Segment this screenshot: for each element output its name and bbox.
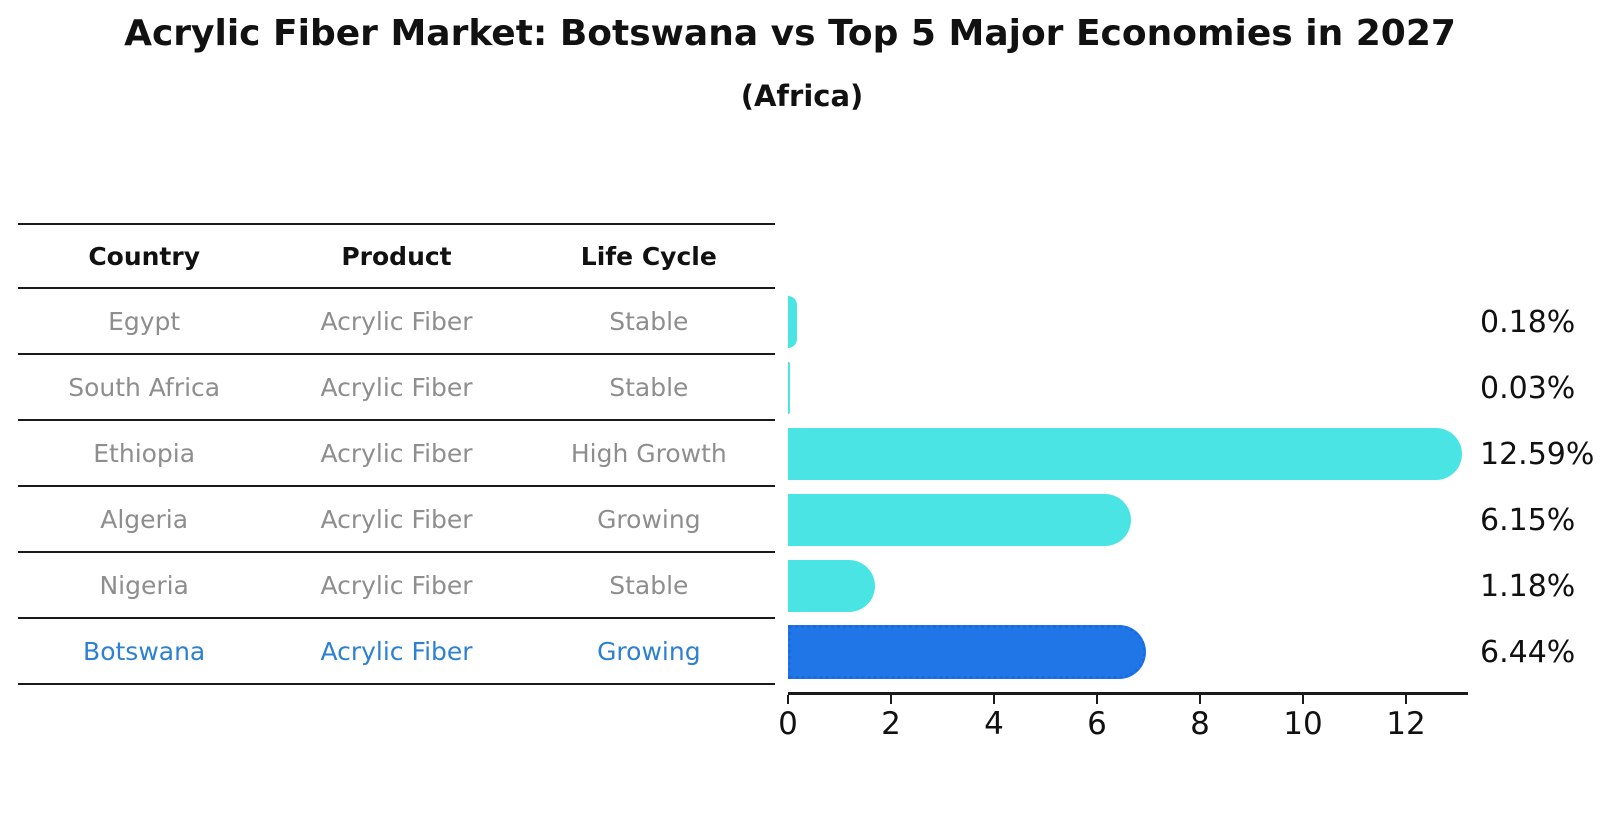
cell-life-cycle: Stable — [609, 570, 689, 600]
cell-product: Acrylic Fiber — [320, 306, 473, 336]
bar-ethiopia — [788, 428, 1463, 480]
value-label-egypt: 0.18% — [1480, 304, 1576, 340]
x-tick-2 — [890, 695, 892, 704]
bar-nigeria — [788, 560, 875, 612]
cell-product: Acrylic Fiber — [320, 438, 473, 468]
cell-product: Acrylic Fiber — [320, 570, 473, 600]
value-label-south-africa: 0.03% — [1480, 370, 1576, 406]
x-tick-label-8: 8 — [1190, 706, 1210, 742]
cell-country: Egypt — [108, 306, 181, 336]
x-tick-10 — [1302, 695, 1304, 704]
cell-life-cycle: Growing — [597, 636, 701, 666]
x-tick-label-4: 4 — [984, 706, 1004, 742]
table-row-botswana: Botswana Acrylic Fiber Growing — [18, 619, 775, 685]
cell-life-cycle: High Growth — [570, 438, 727, 468]
cell-life-cycle: Growing — [597, 504, 701, 534]
bar-row-botswana — [788, 619, 1468, 685]
cell-product: Acrylic Fiber — [320, 636, 473, 666]
table-row-ethiopia: Ethiopia Acrylic Fiber High Growth — [18, 421, 775, 487]
header-life-cycle: Life Cycle — [580, 241, 717, 271]
header-country: Country — [88, 241, 201, 271]
value-label-ethiopia: 12.59% — [1480, 436, 1595, 472]
x-tick-label-10: 10 — [1283, 706, 1323, 742]
bar-row-nigeria — [788, 553, 1468, 619]
x-tick-label-6: 6 — [1087, 706, 1107, 742]
cell-country: South Africa — [68, 372, 221, 402]
table-row-south-africa: South Africa Acrylic Fiber Stable — [18, 355, 775, 421]
x-tick-8 — [1199, 695, 1201, 704]
bar-algeria — [788, 494, 1131, 546]
bar-egypt — [788, 296, 798, 348]
x-tick-label-12: 12 — [1386, 706, 1426, 742]
x-tick-0 — [787, 695, 789, 704]
value-labels: 0.18% 0.03% 12.59% 6.15% 1.18% 6.44% — [1480, 289, 1594, 685]
x-tick-6 — [1096, 695, 1098, 704]
cell-country: Botswana — [83, 636, 206, 666]
bar-row-south-africa — [788, 355, 1468, 421]
x-tick-4 — [993, 695, 995, 704]
value-label-nigeria: 1.18% — [1480, 568, 1576, 604]
table-header-row: Country Product Life Cycle — [18, 223, 775, 289]
x-axis-line — [788, 692, 1468, 695]
cell-country: Algeria — [100, 504, 189, 534]
country-table: Country Product Life Cycle Egypt Acrylic … — [18, 223, 775, 685]
bar-south-africa — [788, 362, 790, 414]
x-axis: 0 2 4 6 8 10 12 — [778, 692, 1468, 752]
bar-row-algeria — [788, 487, 1468, 553]
cell-country: Nigeria — [99, 570, 189, 600]
bar-row-ethiopia — [788, 421, 1468, 487]
chart-title: Acrylic Fiber Market: Botswana vs Top 5 … — [124, 13, 1456, 54]
x-tick-12 — [1405, 695, 1407, 704]
cell-country: Ethiopia — [93, 438, 196, 468]
x-tick-label-0: 0 — [778, 706, 798, 742]
table-row-algeria: Algeria Acrylic Fiber Growing — [18, 487, 775, 553]
header-product: Product — [341, 241, 452, 271]
chart-subtitle: (Africa) — [740, 79, 864, 113]
cell-life-cycle: Stable — [609, 372, 689, 402]
value-label-algeria: 6.15% — [1480, 502, 1576, 538]
cell-product: Acrylic Fiber — [320, 372, 473, 402]
table-row-nigeria: Nigeria Acrylic Fiber Stable — [18, 553, 775, 619]
bar-botswana — [788, 625, 1146, 679]
x-tick-label-2: 2 — [881, 706, 901, 742]
cell-life-cycle: Stable — [609, 306, 689, 336]
bar-row-egypt — [788, 289, 1468, 355]
cell-product: Acrylic Fiber — [320, 504, 473, 534]
bar-chart — [788, 289, 1468, 685]
table-row-egypt: Egypt Acrylic Fiber Stable — [18, 289, 775, 355]
table-body: Egypt Acrylic Fiber Stable South Africa Acry… — [18, 289, 775, 685]
value-label-botswana: 6.44% — [1480, 634, 1576, 670]
